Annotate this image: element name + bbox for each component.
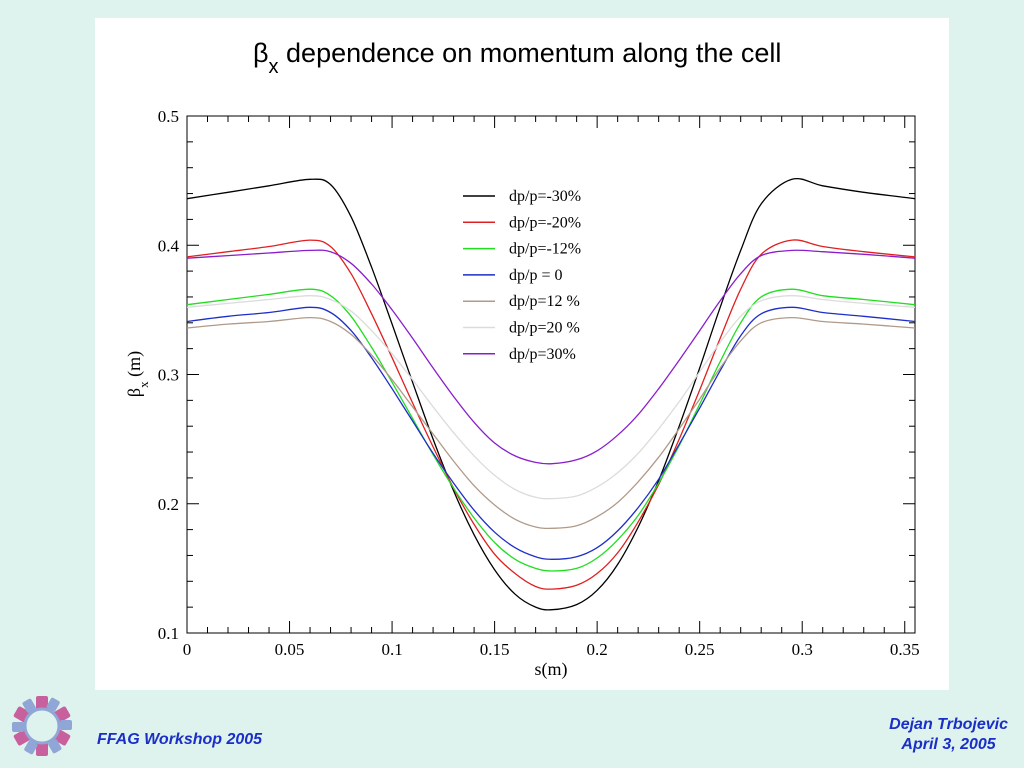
logo-magnet — [22, 698, 36, 713]
chart-title: βx dependence on momentum along the cell — [253, 38, 781, 78]
footer-author: Dejan Trbojevic — [889, 716, 1008, 733]
series-line-3 — [186, 306, 916, 560]
series-line-5 — [186, 295, 916, 500]
series-line-0 — [186, 177, 916, 611]
footer-date: April 3, 2005 — [901, 736, 996, 753]
legend-label: dp/p=-20% — [509, 214, 581, 231]
y-tick-label: 0.1 — [158, 624, 179, 643]
x-axis-label: s(m) — [535, 659, 568, 680]
beta-x-chart: βx dependence on momentum along the cell… — [124, 38, 920, 680]
legend-label: dp/p=30% — [509, 346, 576, 363]
ffag-ring-logo-icon — [12, 696, 72, 756]
x-tick-label: 0 — [183, 640, 192, 659]
x-tick-label: 0.3 — [792, 640, 813, 659]
logo-ring — [23, 707, 61, 745]
y-tick-label: 0.4 — [158, 236, 180, 255]
series-line-2 — [186, 288, 916, 572]
logo-magnet — [12, 722, 24, 732]
x-tick-label: 0.25 — [685, 640, 715, 659]
y-tick-label: 0.5 — [158, 107, 179, 126]
logo-magnet — [46, 697, 60, 712]
logo-magnet — [60, 720, 72, 730]
legend-label: dp/p = 0 — [509, 267, 562, 284]
legend-label: dp/p=12 % — [509, 293, 580, 310]
logo-magnet — [36, 696, 48, 710]
logo-magnet — [24, 740, 38, 755]
x-tick-label: 0.35 — [890, 640, 920, 659]
chart-panel: βx dependence on momentum along the cell… — [95, 18, 949, 690]
x-tick-label: 0.1 — [381, 640, 402, 659]
legend-label: dp/p=20 % — [509, 320, 580, 337]
x-tick-label: 0.15 — [480, 640, 510, 659]
y-tick-label: 0.3 — [158, 366, 179, 385]
x-tick-label: 0.05 — [275, 640, 305, 659]
x-tick-label: 0.2 — [587, 640, 608, 659]
logo-magnet — [48, 739, 62, 754]
series-line-4 — [186, 316, 916, 530]
series-line-6 — [186, 249, 916, 465]
footer-credits: Dejan Trbojevic April 3, 2005 — [889, 715, 1008, 755]
legend-label: dp/p=-30% — [509, 188, 581, 205]
series-line-1 — [186, 239, 916, 590]
logo-magnet — [36, 742, 48, 756]
y-tick-label: 0.2 — [158, 495, 179, 514]
footer-workshop: FFAG Workshop 2005 — [97, 731, 263, 748]
legend-label: dp/p=-12% — [509, 241, 581, 258]
y-axis-label: βx (m) — [124, 351, 151, 397]
